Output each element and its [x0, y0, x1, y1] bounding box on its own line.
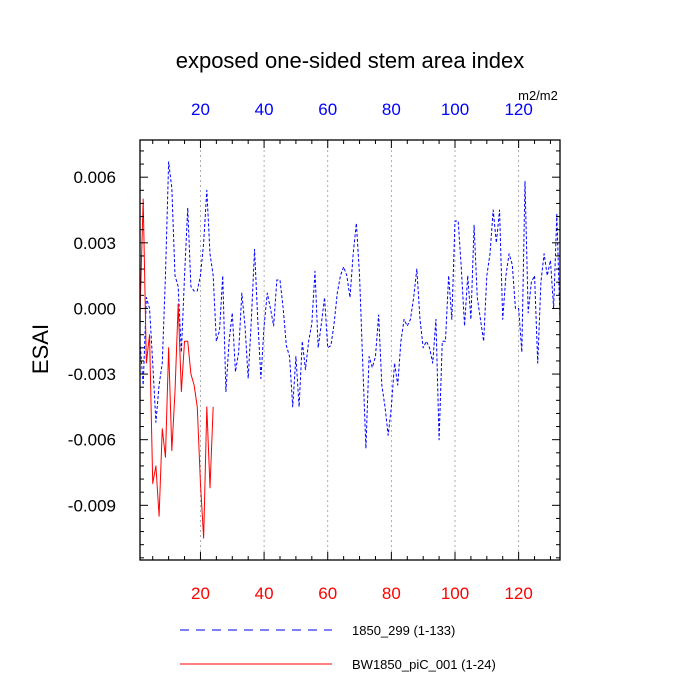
axis-ticks [140, 140, 560, 560]
series-layer [139, 161, 561, 539]
legend-label-bw1850-pic-001: BW1850_piC_001 (1-24) [352, 657, 496, 672]
x-tick-labels-bottom: 20 40 60 80 100 120 [191, 584, 533, 603]
chart-title: exposed one-sided stem area index [176, 48, 525, 73]
plot-frame [139, 139, 561, 561]
x-tick-label-top-40: 40 [255, 100, 274, 119]
x-tick-label-bottom-60: 60 [318, 584, 337, 603]
units-label: m2/m2 [518, 88, 558, 103]
x-tick-label-bottom-100: 100 [441, 584, 469, 603]
x-gridlines [200, 140, 520, 560]
x-tick-label-top-80: 80 [382, 100, 401, 119]
y-tick-label: 0.003 [73, 234, 116, 253]
x-tick-label-bottom-20: 20 [191, 584, 210, 603]
x-tick-label-top-100: 100 [441, 100, 469, 119]
legend-label-1850-299: 1850_299 (1-133) [352, 623, 455, 638]
y-axis-label: ESAI [28, 324, 53, 374]
x-tick-label-bottom-40: 40 [255, 584, 274, 603]
y-tick-label: 0.000 [73, 299, 116, 318]
x-tick-label-top-20: 20 [191, 100, 210, 119]
x-tick-label-bottom-120: 120 [504, 584, 532, 603]
y-tick-label: 0.006 [73, 168, 116, 187]
x-tick-label-bottom-80: 80 [382, 584, 401, 603]
legend: 1850_299 (1-133) BW1850_piC_001 (1-24) [180, 623, 496, 672]
y-tick-label: -0.006 [68, 431, 116, 450]
series-line-bw1850-pic-001-1-24 [139, 198, 214, 539]
y-tick-labels: 0.006 0.003 0.000 -0.003 -0.006 -0.009 [68, 168, 116, 515]
x-tick-labels-top: 20 40 60 80 100 120 [191, 100, 533, 119]
series-line-1850-299-1-133 [139, 161, 561, 449]
x-tick-label-top-60: 60 [318, 100, 337, 119]
y-tick-label: -0.003 [68, 365, 116, 384]
x-tick-label-top-120: 120 [504, 100, 532, 119]
y-tick-label: -0.009 [68, 496, 116, 515]
